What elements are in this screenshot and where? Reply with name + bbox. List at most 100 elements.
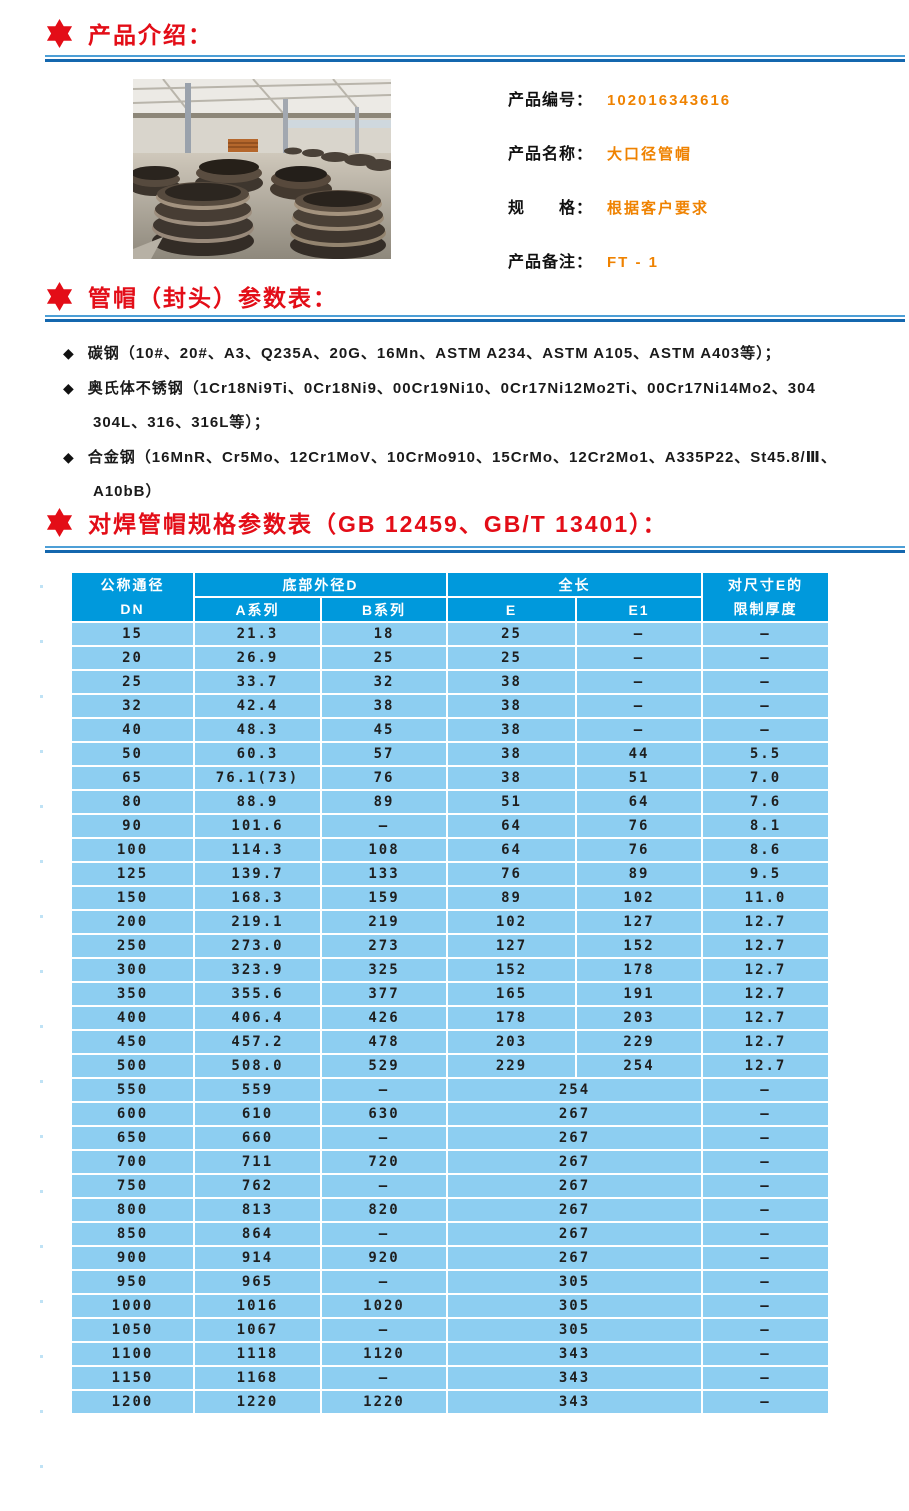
limit-cell: – xyxy=(701,1173,830,1199)
product-note-value: FT - 1 xyxy=(607,254,660,271)
section-params-heading: 管帽（封头）参数表： xyxy=(44,279,338,313)
limit-cell: – xyxy=(701,1125,830,1151)
b-series-cell: 45 xyxy=(320,717,448,743)
e-merged-cell: 305 xyxy=(446,1317,703,1343)
table-row: 65 76.1(73) 76 38 51 7.0 xyxy=(70,765,830,791)
b-series-cell: 32 xyxy=(320,669,448,695)
limit-cell: 12.7 xyxy=(701,1005,830,1031)
col-dn-header: 公称通径 DN xyxy=(70,571,195,623)
e1-cell: – xyxy=(575,621,703,647)
material-list: ◆ 碳钢（10#、20#、A3、Q235A、20G、16Mn、ASTM A234、… xyxy=(63,336,878,509)
a-series-cell: 406.4 xyxy=(193,1005,322,1031)
material-text: 合金钢（16MnR、Cr5Mo、12Cr1MoV、10CrMo910、15CrM… xyxy=(87,449,837,466)
limit-cell: – xyxy=(701,1245,830,1271)
dn-cell: 40 xyxy=(70,717,195,743)
limit-cell: 12.7 xyxy=(701,933,830,959)
table-row: 950 965–305– xyxy=(70,1269,830,1295)
b-series-cell: – xyxy=(320,1125,448,1151)
limit-cell: – xyxy=(701,669,830,695)
star-icon xyxy=(46,507,73,537)
col-limit-subtitle: 限制厚度 xyxy=(733,601,798,617)
table-row: 1000 1016 1020 305– xyxy=(70,1293,830,1319)
col-dn-subtitle: DN xyxy=(120,601,145,617)
e-merged-cell: 343 xyxy=(446,1389,703,1415)
a-series-cell: 660 xyxy=(193,1125,322,1151)
diamond-bullet-icon: ◆ xyxy=(63,345,75,361)
e-cell: 203 xyxy=(446,1029,577,1055)
b-series-cell: 159 xyxy=(320,885,448,911)
limit-cell: 7.0 xyxy=(701,765,830,791)
e-merged-cell: 305 xyxy=(446,1269,703,1295)
b-series-cell: – xyxy=(320,1173,448,1199)
a-series-cell: 914 xyxy=(193,1245,322,1271)
dn-cell: 750 xyxy=(70,1173,195,1199)
table-row: 100 114.3 108 64 76 8.6 xyxy=(70,837,830,863)
a-series-cell: 508.0 xyxy=(193,1053,322,1079)
dn-cell: 100 xyxy=(70,837,195,863)
b-series-cell: 820 xyxy=(320,1197,448,1223)
a-series-cell: 76.1(73) xyxy=(193,765,322,791)
a-series-cell: 21.3 xyxy=(193,621,322,647)
table-row: 600 610 630 267– xyxy=(70,1101,830,1127)
b-series-cell: 529 xyxy=(320,1053,448,1079)
dn-cell: 25 xyxy=(70,669,195,695)
e1-cell: – xyxy=(575,645,703,671)
e1-cell: 102 xyxy=(575,885,703,911)
b-series-cell: 478 xyxy=(320,1029,448,1055)
b-series-cell: 1220 xyxy=(320,1389,448,1415)
a-series-cell: 60.3 xyxy=(193,741,322,767)
a-series-cell: 323.9 xyxy=(193,957,322,983)
e-cell: 152 xyxy=(446,957,577,983)
e1-cell: 203 xyxy=(575,1005,703,1031)
limit-cell: – xyxy=(701,1101,830,1127)
e-cell: 38 xyxy=(446,765,577,791)
limit-cell: 5.5 xyxy=(701,741,830,767)
a-series-cell: 33.7 xyxy=(193,669,322,695)
b-series-cell: 325 xyxy=(320,957,448,983)
section-title: 产品介绍： xyxy=(88,22,213,48)
dn-cell: 400 xyxy=(70,1005,195,1031)
table-row: 450 457.2 478 203 229 12.7 xyxy=(70,1029,830,1055)
a-series-cell: 1220 xyxy=(193,1389,322,1415)
e1-cell: 76 xyxy=(575,837,703,863)
dn-cell: 125 xyxy=(70,861,195,887)
e-cell: 64 xyxy=(446,837,577,863)
table-row: 40 48.3 45 38– – xyxy=(70,717,830,743)
table-row: 15 21.3 18 25– – xyxy=(70,621,830,647)
dn-cell: 300 xyxy=(70,957,195,983)
a-series-cell: 559 xyxy=(193,1077,322,1103)
a-series-cell: 1067 xyxy=(193,1317,322,1343)
b-series-cell: 720 xyxy=(320,1149,448,1175)
table-row: 1050 1067–305– xyxy=(70,1317,830,1343)
col-e1-header: E1 xyxy=(575,596,703,623)
a-series-cell: 457.2 xyxy=(193,1029,322,1055)
a-series-cell: 355.6 xyxy=(193,981,322,1007)
limit-cell: 12.7 xyxy=(701,957,830,983)
dn-cell: 850 xyxy=(70,1221,195,1247)
a-series-cell: 101.6 xyxy=(193,813,322,839)
section-spec-heading: 对焊管帽规格参数表（GB 12459、GB/T 13401）： xyxy=(44,505,668,539)
col-limit-header: 对尺寸E的 限制厚度 xyxy=(701,571,830,623)
a-series-cell: 813 xyxy=(193,1197,322,1223)
dn-cell: 350 xyxy=(70,981,195,1007)
e1-cell: 64 xyxy=(575,789,703,815)
a-series-cell: 48.3 xyxy=(193,717,322,743)
dn-cell: 700 xyxy=(70,1149,195,1175)
b-series-cell: 25 xyxy=(320,645,448,671)
e1-cell: 152 xyxy=(575,933,703,959)
table-row: 850 864–267– xyxy=(70,1221,830,1247)
star-icon xyxy=(46,18,73,48)
e-cell: 51 xyxy=(446,789,577,815)
dn-cell: 20 xyxy=(70,645,195,671)
table-row: 200 219.1 219 102 127 12.7 xyxy=(70,909,830,935)
table-row: 500 508.0 529 229 254 12.7 xyxy=(70,1053,830,1079)
b-series-cell: 133 xyxy=(320,861,448,887)
limit-cell: – xyxy=(701,621,830,647)
a-series-cell: 139.7 xyxy=(193,861,322,887)
e1-cell: 76 xyxy=(575,813,703,839)
e-cell: 38 xyxy=(446,741,577,767)
limit-cell: – xyxy=(701,1341,830,1367)
dn-cell: 1000 xyxy=(70,1293,195,1319)
dn-cell: 500 xyxy=(70,1053,195,1079)
b-series-cell: 377 xyxy=(320,981,448,1007)
